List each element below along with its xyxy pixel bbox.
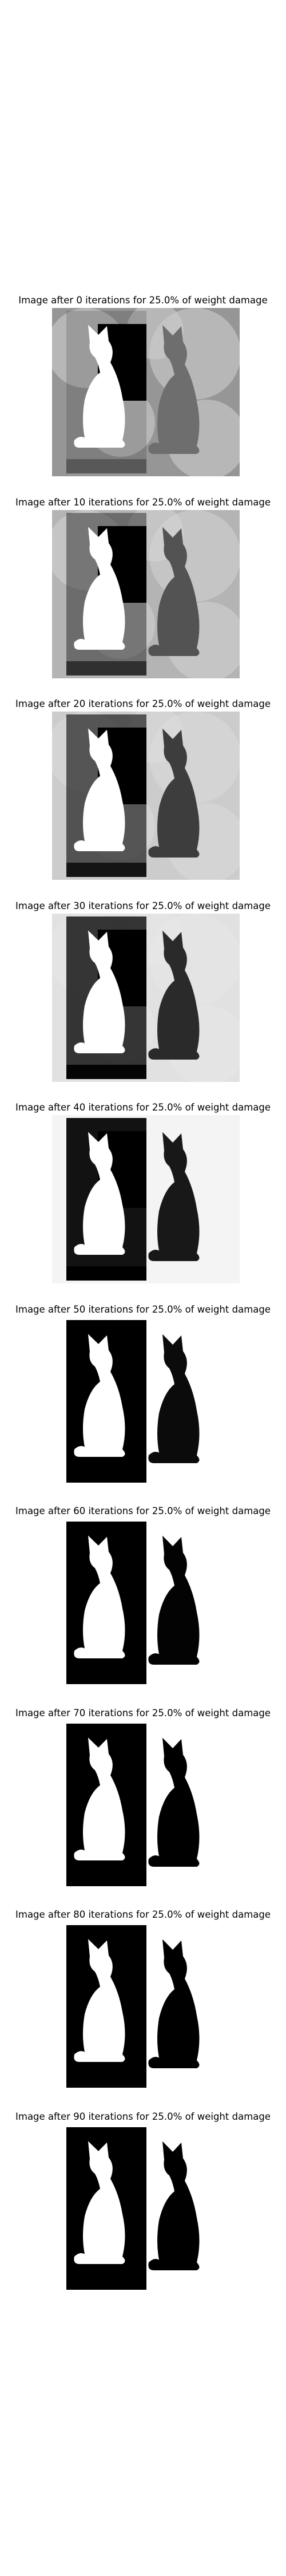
reconstructed-image <box>52 2124 240 2293</box>
reconstructed-image <box>52 308 240 476</box>
reconstructed-image <box>52 1115 240 1283</box>
reconstructed-image <box>52 1519 240 1687</box>
reconstructed-image <box>52 712 240 880</box>
panel-title: Image after 40 iterations for 25.0% of w… <box>15 1102 271 1113</box>
panel-title: Image after 70 iterations for 25.0% of w… <box>15 1707 271 1718</box>
panel-title: Image after 90 iterations for 25.0% of w… <box>15 2111 271 2122</box>
panel-title: Image after 10 iterations for 25.0% of w… <box>15 496 271 508</box>
panel-title: Image after 20 iterations for 25.0% of w… <box>15 698 271 709</box>
panel-title: Image after 0 iterations for 25.0% of we… <box>18 295 268 306</box>
reconstructed-image <box>52 509 240 678</box>
reconstructed-image <box>52 1922 240 2091</box>
panel-title: Image after 60 iterations for 25.0% of w… <box>15 1506 271 1516</box>
panel-title: Image after 50 iterations for 25.0% of w… <box>15 1303 271 1315</box>
panel-title: Image after 30 iterations for 25.0% of w… <box>15 900 271 911</box>
reconstructed-image <box>52 1720 240 1889</box>
panel-title: Image after 80 iterations for 25.0% of w… <box>15 1909 271 1920</box>
reconstructed-image <box>52 1317 240 1485</box>
reconstructed-image <box>52 913 240 1082</box>
